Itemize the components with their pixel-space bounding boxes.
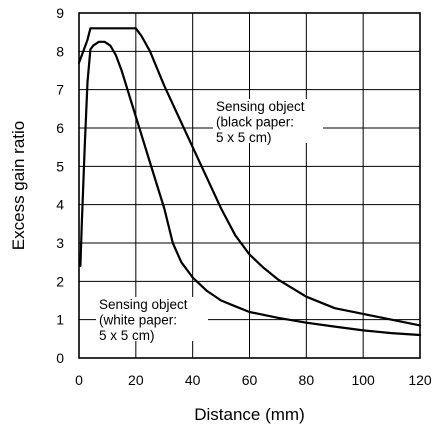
annotation-line: 5 x 5 cm) xyxy=(216,130,272,145)
annotation-background xyxy=(213,99,323,143)
annotations: Sensing object(black paper:5 x 5 cm)Sens… xyxy=(96,99,323,343)
series-black-paper-line xyxy=(77,27,422,327)
y-tick-label: 3 xyxy=(56,235,64,251)
y-tick-label: 4 xyxy=(56,197,64,213)
annotation-line: (black paper: xyxy=(216,115,294,130)
annotation-line: 5 x 5 cm) xyxy=(99,328,155,343)
annotation-line: Sensing object xyxy=(216,99,305,114)
y-tick-label: 8 xyxy=(56,43,64,59)
annotation-background xyxy=(96,297,208,341)
x-tick-label: 100 xyxy=(351,372,375,388)
y-tick-labels: 0 1 2 3 4 5 6 7 8 9 xyxy=(56,5,64,366)
x-tick-label: 80 xyxy=(299,372,315,388)
y-tick-label: 9 xyxy=(56,5,64,21)
y-axis-title: Excess gain ratio xyxy=(9,121,28,250)
y-tick-label: 1 xyxy=(56,312,64,328)
annotation-line: Sensing object xyxy=(99,297,188,312)
y-tick-label: 2 xyxy=(56,273,64,289)
x-tick-labels: 0 20 40 60 80 100 120 xyxy=(75,372,432,388)
x-axis-title: Distance (mm) xyxy=(194,405,305,424)
series-white-paper-line xyxy=(79,40,422,337)
y-tick-label: 0 xyxy=(56,350,64,366)
x-tick-label: 20 xyxy=(128,372,144,388)
y-tick-label: 5 xyxy=(56,158,64,174)
annotation-line: (white paper: xyxy=(99,313,177,328)
plot-frame xyxy=(78,12,421,359)
x-tick-label: 60 xyxy=(242,372,258,388)
y-tick-label: 7 xyxy=(56,82,64,98)
x-tick-label: 40 xyxy=(185,372,201,388)
y-tick-label: 6 xyxy=(56,120,64,136)
x-tick-label: 120 xyxy=(408,372,432,388)
x-tick-label: 0 xyxy=(75,372,83,388)
series-lines xyxy=(77,27,422,337)
